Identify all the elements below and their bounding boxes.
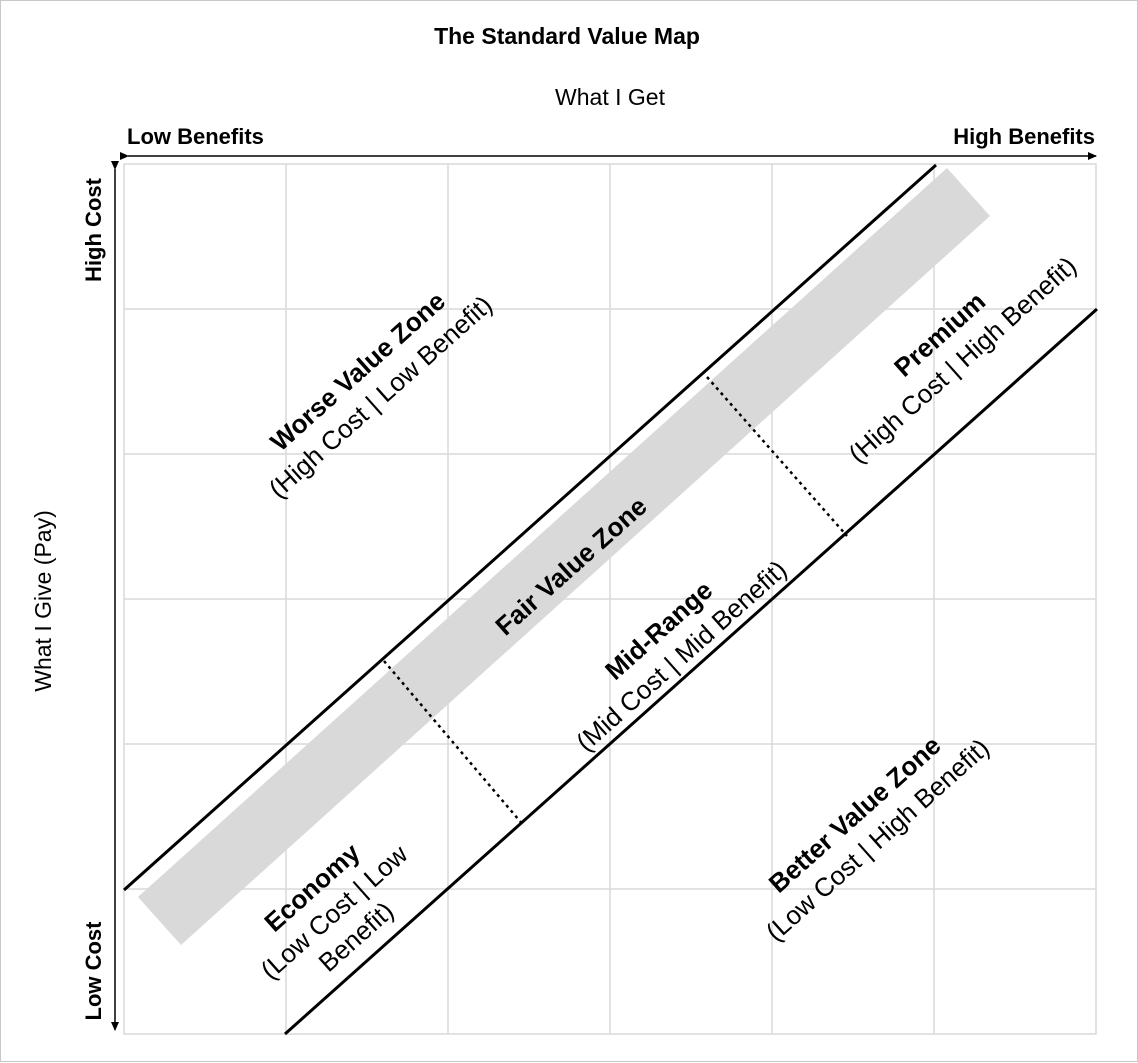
better-value-zone-label: Better Value Zone (Low Cost | High Benef… bbox=[760, 730, 995, 947]
x-axis-low-label: Low Benefits bbox=[127, 124, 264, 149]
x-axis-high-label: High Benefits bbox=[953, 124, 1095, 149]
x-axis-label: What I Get bbox=[555, 84, 666, 110]
y-axis-high-label: High Cost bbox=[81, 177, 106, 282]
midrange-premium-divider bbox=[706, 376, 848, 537]
lower-boundary-line bbox=[284, 307, 1098, 1036]
fair-value-band bbox=[138, 168, 990, 945]
y-axis-low-label: Low Cost bbox=[81, 921, 106, 1021]
y-axis-label: What I Give (Pay) bbox=[30, 510, 56, 691]
grid bbox=[123, 163, 1097, 1035]
mid-range-zone-subtitle: (Mid Cost | Mid Benefit) bbox=[570, 554, 792, 757]
upper-boundary-line bbox=[123, 163, 937, 892]
worse-zone-subtitle: (High Cost | Low Benefit) bbox=[263, 289, 498, 504]
better-zone-subtitle: (Low Cost | High Benefit) bbox=[760, 732, 995, 947]
chart-title: The Standard Value Map bbox=[434, 23, 700, 49]
worse-value-zone-label: Worse Value Zone (High Cost | Low Benefi… bbox=[263, 286, 498, 504]
economy-midrange-divider bbox=[383, 660, 525, 827]
